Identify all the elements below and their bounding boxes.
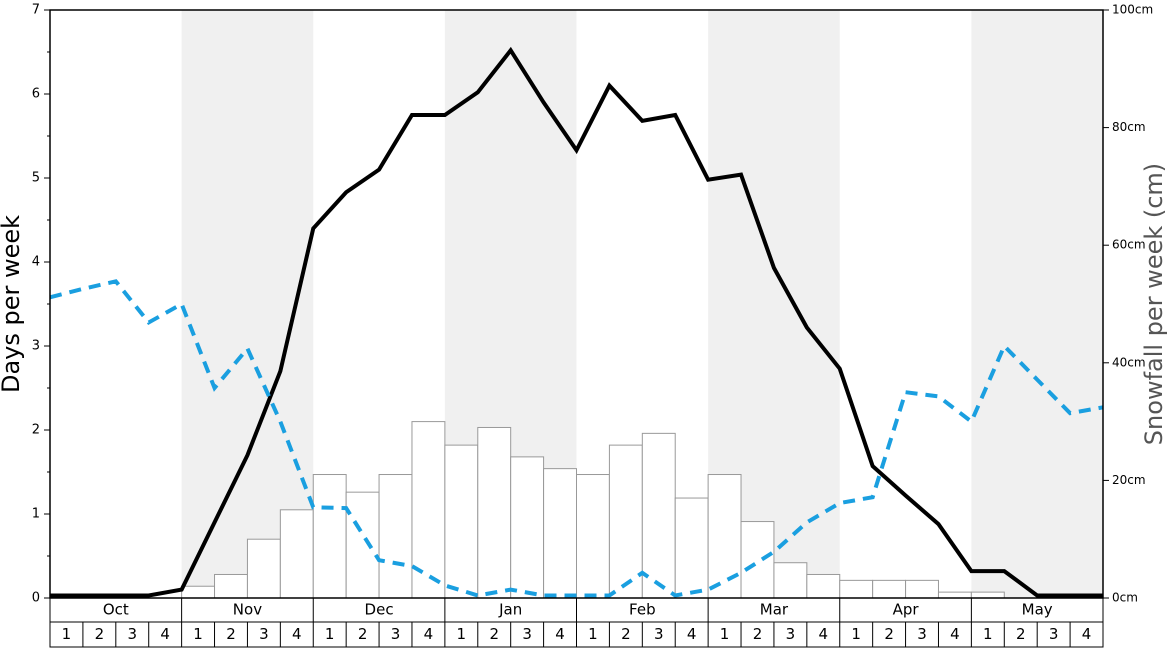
x-tick-label: 3 <box>786 625 796 643</box>
x-tick-label: 2 <box>95 625 105 643</box>
month-label: Jan <box>498 601 522 619</box>
month-label: Oct <box>103 601 129 619</box>
x-tick-label: 4 <box>687 625 697 643</box>
x-tick-label: 1 <box>325 625 335 643</box>
x-tick-label: 1 <box>588 625 598 643</box>
y-tick-label: 7 <box>32 3 40 18</box>
x-tick-label: 3 <box>259 625 269 643</box>
x-tick-label: 4 <box>819 625 829 643</box>
x-tick-label: 4 <box>950 625 960 643</box>
y2-tick-label: 60cm <box>1112 238 1146 252</box>
x-tick-label: 4 <box>1082 625 1092 643</box>
bar <box>608 444 643 599</box>
month-label: Feb <box>629 601 656 619</box>
bar <box>444 444 479 599</box>
bar <box>411 421 446 599</box>
month-label: Dec <box>365 601 394 619</box>
month-label: Mar <box>760 601 789 619</box>
y-tick-label: 6 <box>32 87 40 102</box>
y-tick-label: 4 <box>32 255 40 270</box>
bar <box>839 579 874 599</box>
x-tick-label: 1 <box>193 625 203 643</box>
y-axis-label: Days per week <box>0 215 25 393</box>
bar <box>872 579 907 599</box>
bar <box>214 573 248 599</box>
bar <box>279 509 314 599</box>
y-tick-label: 1 <box>32 507 40 522</box>
month-label: May <box>1022 601 1053 619</box>
x-tick-label: 1 <box>851 625 861 643</box>
month-label: Nov <box>233 601 262 619</box>
y-tick-label: 5 <box>32 171 40 186</box>
bar <box>510 456 545 599</box>
bar <box>312 474 347 599</box>
bar <box>740 521 775 599</box>
x-tick-label: 2 <box>226 625 236 643</box>
y-tick-label: 2 <box>32 423 40 438</box>
x-tick-label: 1 <box>457 625 467 643</box>
x-tick-label: 3 <box>1049 625 1059 643</box>
x-tick-label: 3 <box>522 625 532 643</box>
bar <box>378 474 413 599</box>
bar <box>937 591 972 599</box>
month-shade <box>971 10 1103 598</box>
y2-tick-label: 0cm <box>1112 591 1138 605</box>
x-tick-label: 3 <box>391 625 401 643</box>
bar <box>707 474 742 599</box>
x-tick-label: 4 <box>424 625 434 643</box>
bar <box>773 562 808 599</box>
line <box>49 279 1104 598</box>
bar <box>576 474 610 599</box>
x-tick-label: 2 <box>884 625 894 643</box>
line <box>50 46 1103 598</box>
bar <box>246 538 281 599</box>
x-tick-label: 3 <box>127 625 137 643</box>
bar <box>543 468 577 599</box>
x-tick-label: 1 <box>720 625 730 643</box>
y2-axis-label: Snowfall per week (cm) <box>1140 163 1168 445</box>
y2-tick-label: 20cm <box>1112 473 1146 487</box>
y2-tick-label: 100cm <box>1112 3 1153 17</box>
bar <box>806 573 841 599</box>
x-tick-label: 2 <box>358 625 368 643</box>
y2-tick-label: 40cm <box>1112 355 1146 369</box>
month-label: Apr <box>893 601 920 619</box>
y-tick-label: 3 <box>32 339 40 354</box>
bar <box>181 585 216 599</box>
x-tick-label: 2 <box>621 625 631 643</box>
bar <box>345 491 380 599</box>
x-tick-label: 2 <box>753 625 763 643</box>
x-tick-label: 4 <box>160 625 170 643</box>
bar <box>641 432 676 599</box>
x-tick-label: 1 <box>983 625 993 643</box>
x-tick-label: 2 <box>489 625 499 643</box>
bar <box>477 426 512 599</box>
x-tick-label: 3 <box>654 625 664 643</box>
y-tick-label: 0 <box>32 591 40 606</box>
x-tick-label: 1 <box>62 625 72 643</box>
x-tick-label: 4 <box>292 625 302 643</box>
x-tick-label: 4 <box>555 625 565 643</box>
month-shade <box>181 10 314 598</box>
y2-tick-label: 80cm <box>1112 120 1146 134</box>
x-tick-label: 3 <box>917 625 927 643</box>
bar <box>970 591 1005 599</box>
x-tick-label: 2 <box>1016 625 1026 643</box>
bar <box>674 497 709 599</box>
bar <box>905 579 939 599</box>
background <box>181 10 1103 598</box>
